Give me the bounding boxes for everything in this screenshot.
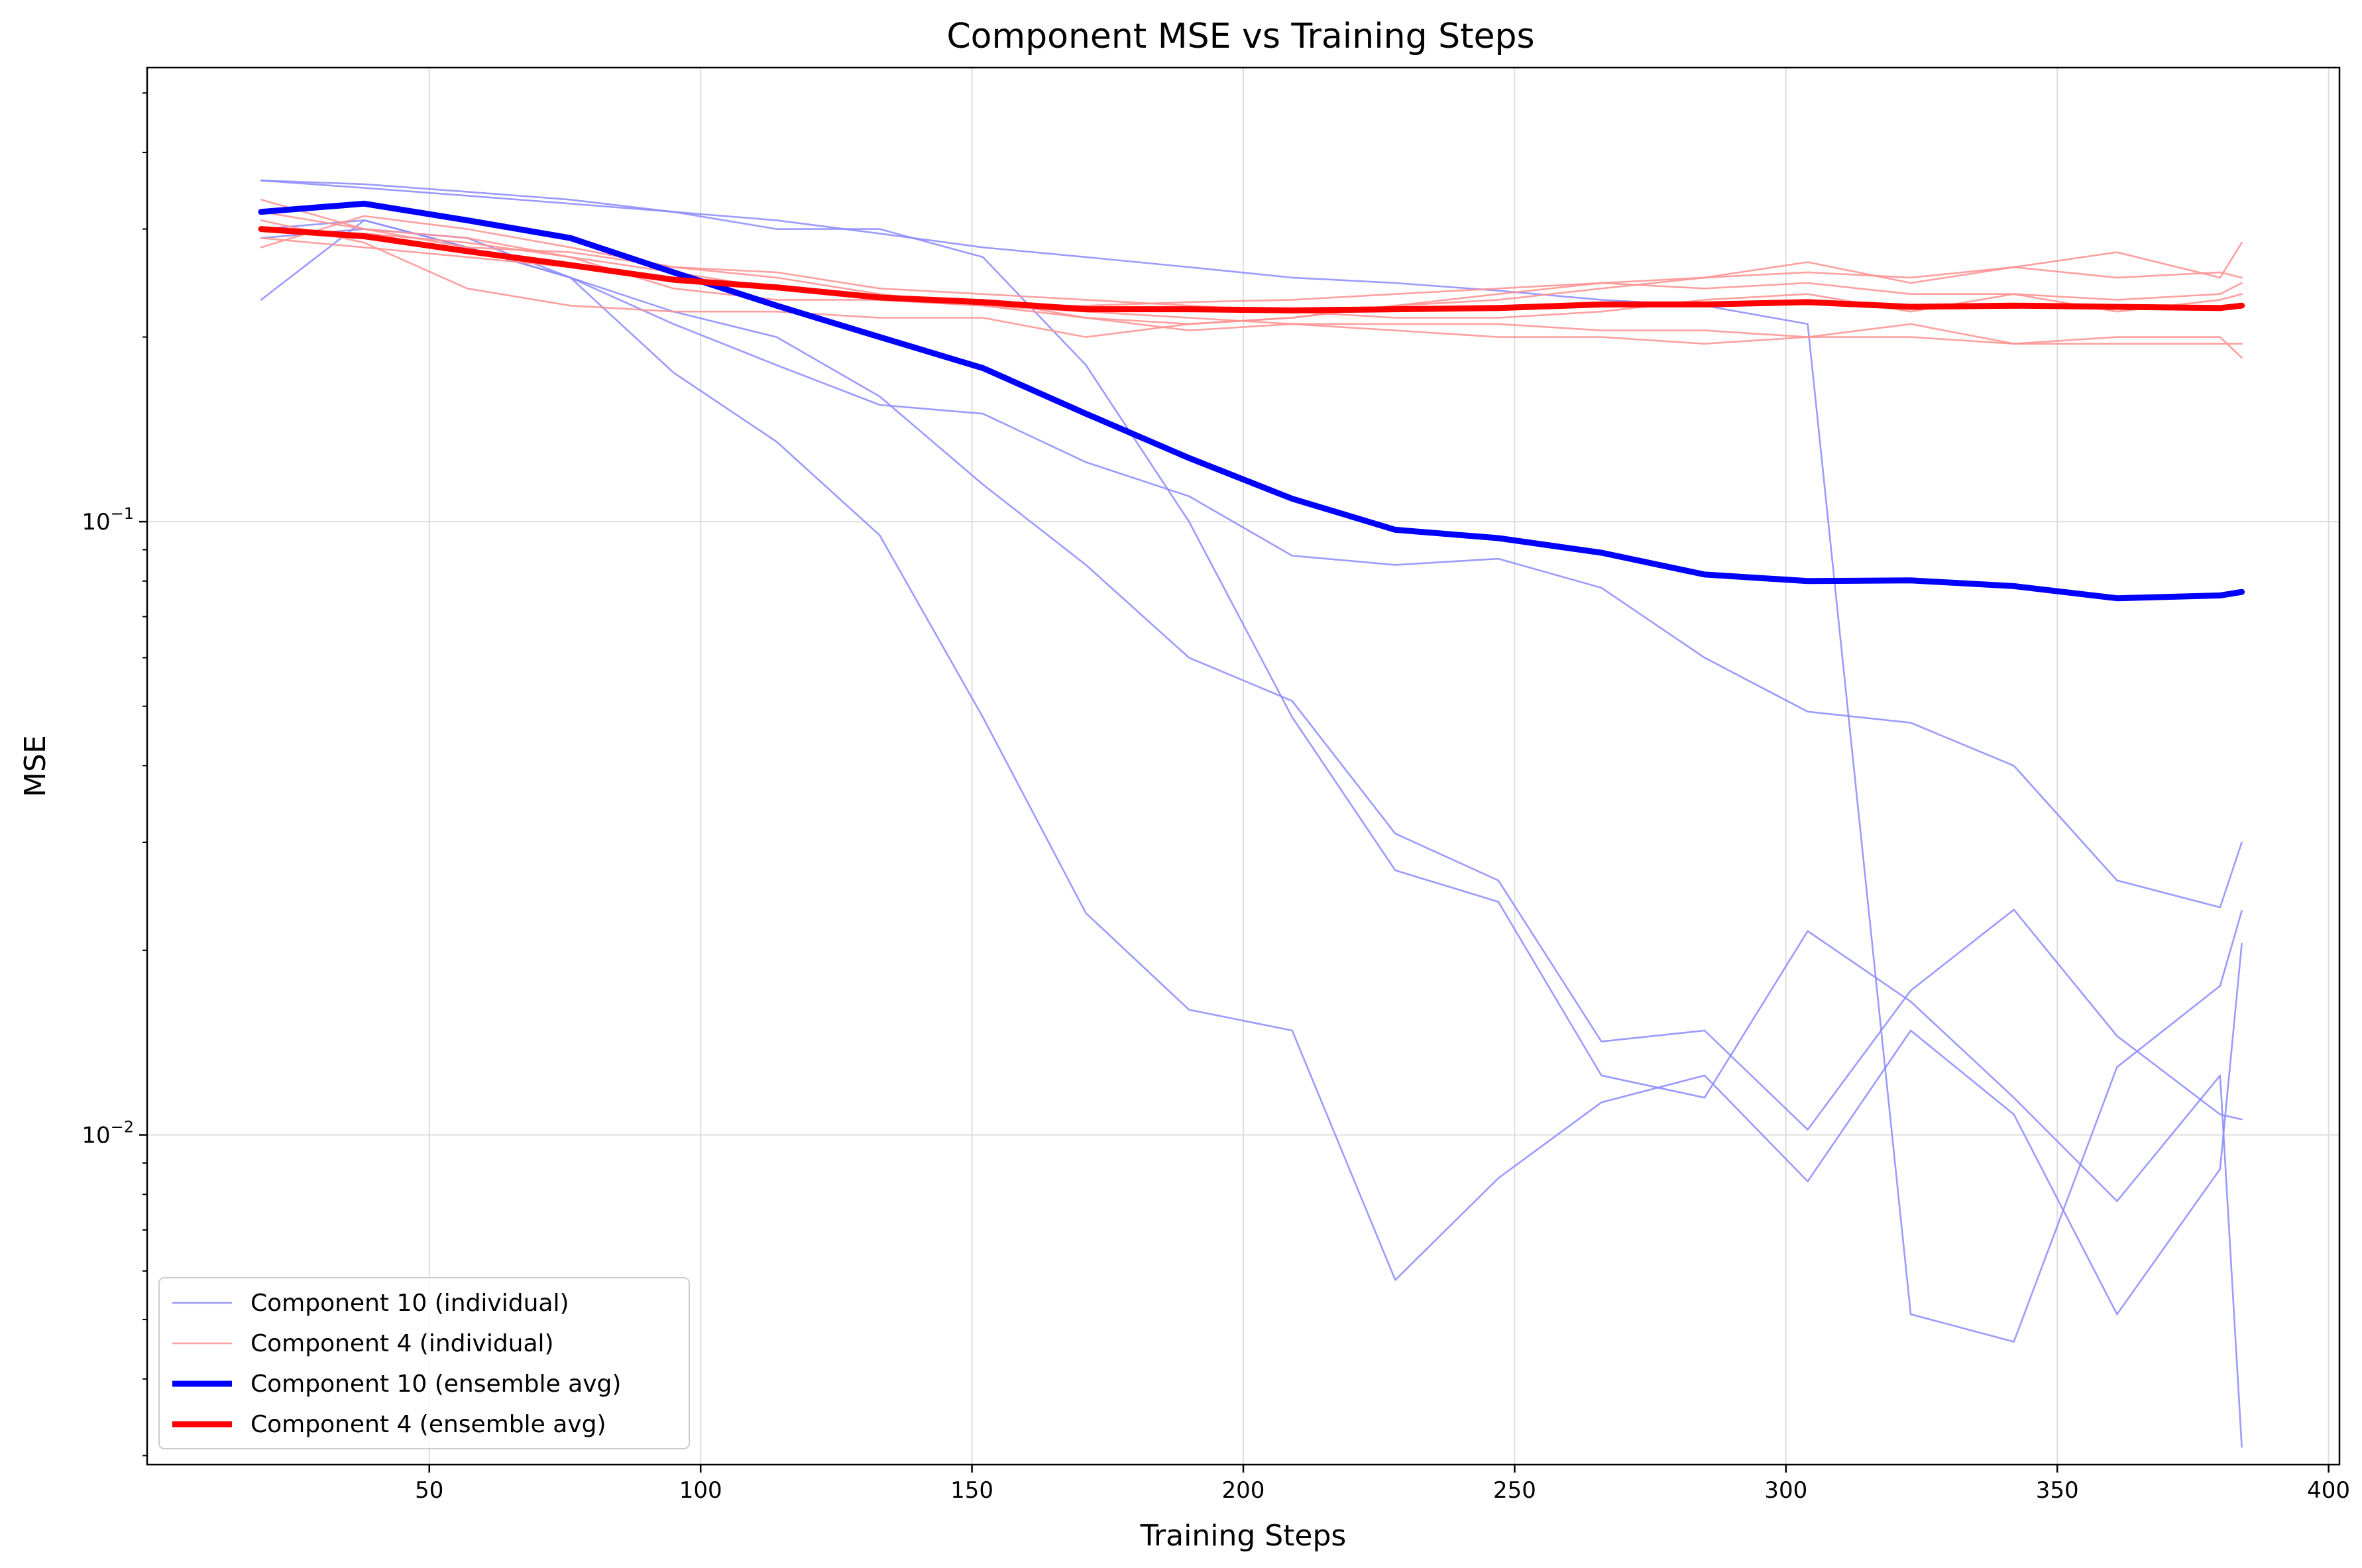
- series-line-comp10-individual: [260, 219, 2243, 1131]
- axis-ticks: 50 100 150 200 250 300 350 400 10−1 10−2: [82, 92, 2350, 1504]
- series-line-comp10-avg: [258, 200, 2245, 602]
- legend: Component 10 (individual) Component 4 (in…: [158, 1277, 690, 1449]
- series-line-comp10-individual: [260, 228, 2243, 1316]
- series-line-comp4-individual: [260, 228, 2243, 307]
- y-tick-label: 10−1: [82, 504, 134, 535]
- x-axis-label: Training Steps: [1140, 1519, 1347, 1553]
- series-lines: [258, 179, 2245, 1448]
- x-tick-label: 400: [2307, 1477, 2350, 1504]
- x-tick-label: 250: [1493, 1477, 1536, 1504]
- x-tick-label: 300: [1764, 1477, 1807, 1504]
- x-tick-label: 150: [950, 1477, 993, 1504]
- series-line-comp10-individual: [260, 179, 2243, 1448]
- legend-label: Component 10 (individual): [251, 1290, 569, 1317]
- x-tick-label: 200: [1222, 1477, 1265, 1504]
- x-tick-label: 50: [415, 1477, 443, 1504]
- series-line-comp10-individual: [260, 219, 2243, 909]
- legend-label: Component 4 (ensemble avg): [251, 1411, 606, 1438]
- legend-label: Component 4 (individual): [251, 1330, 554, 1357]
- series-line-comp4-avg: [258, 226, 2245, 313]
- x-tick-label: 350: [2036, 1477, 2079, 1504]
- series-line-comp10-individual: [260, 179, 2243, 1343]
- legend-box: [158, 1277, 690, 1449]
- chart-title: Component MSE vs Training Steps: [946, 17, 1534, 56]
- legend-label: Component 10 (ensemble avg): [251, 1371, 621, 1398]
- y-axis-label: MSE: [19, 735, 52, 797]
- x-tick-label: 100: [679, 1477, 722, 1504]
- y-tick-label: 10−2: [82, 1118, 134, 1149]
